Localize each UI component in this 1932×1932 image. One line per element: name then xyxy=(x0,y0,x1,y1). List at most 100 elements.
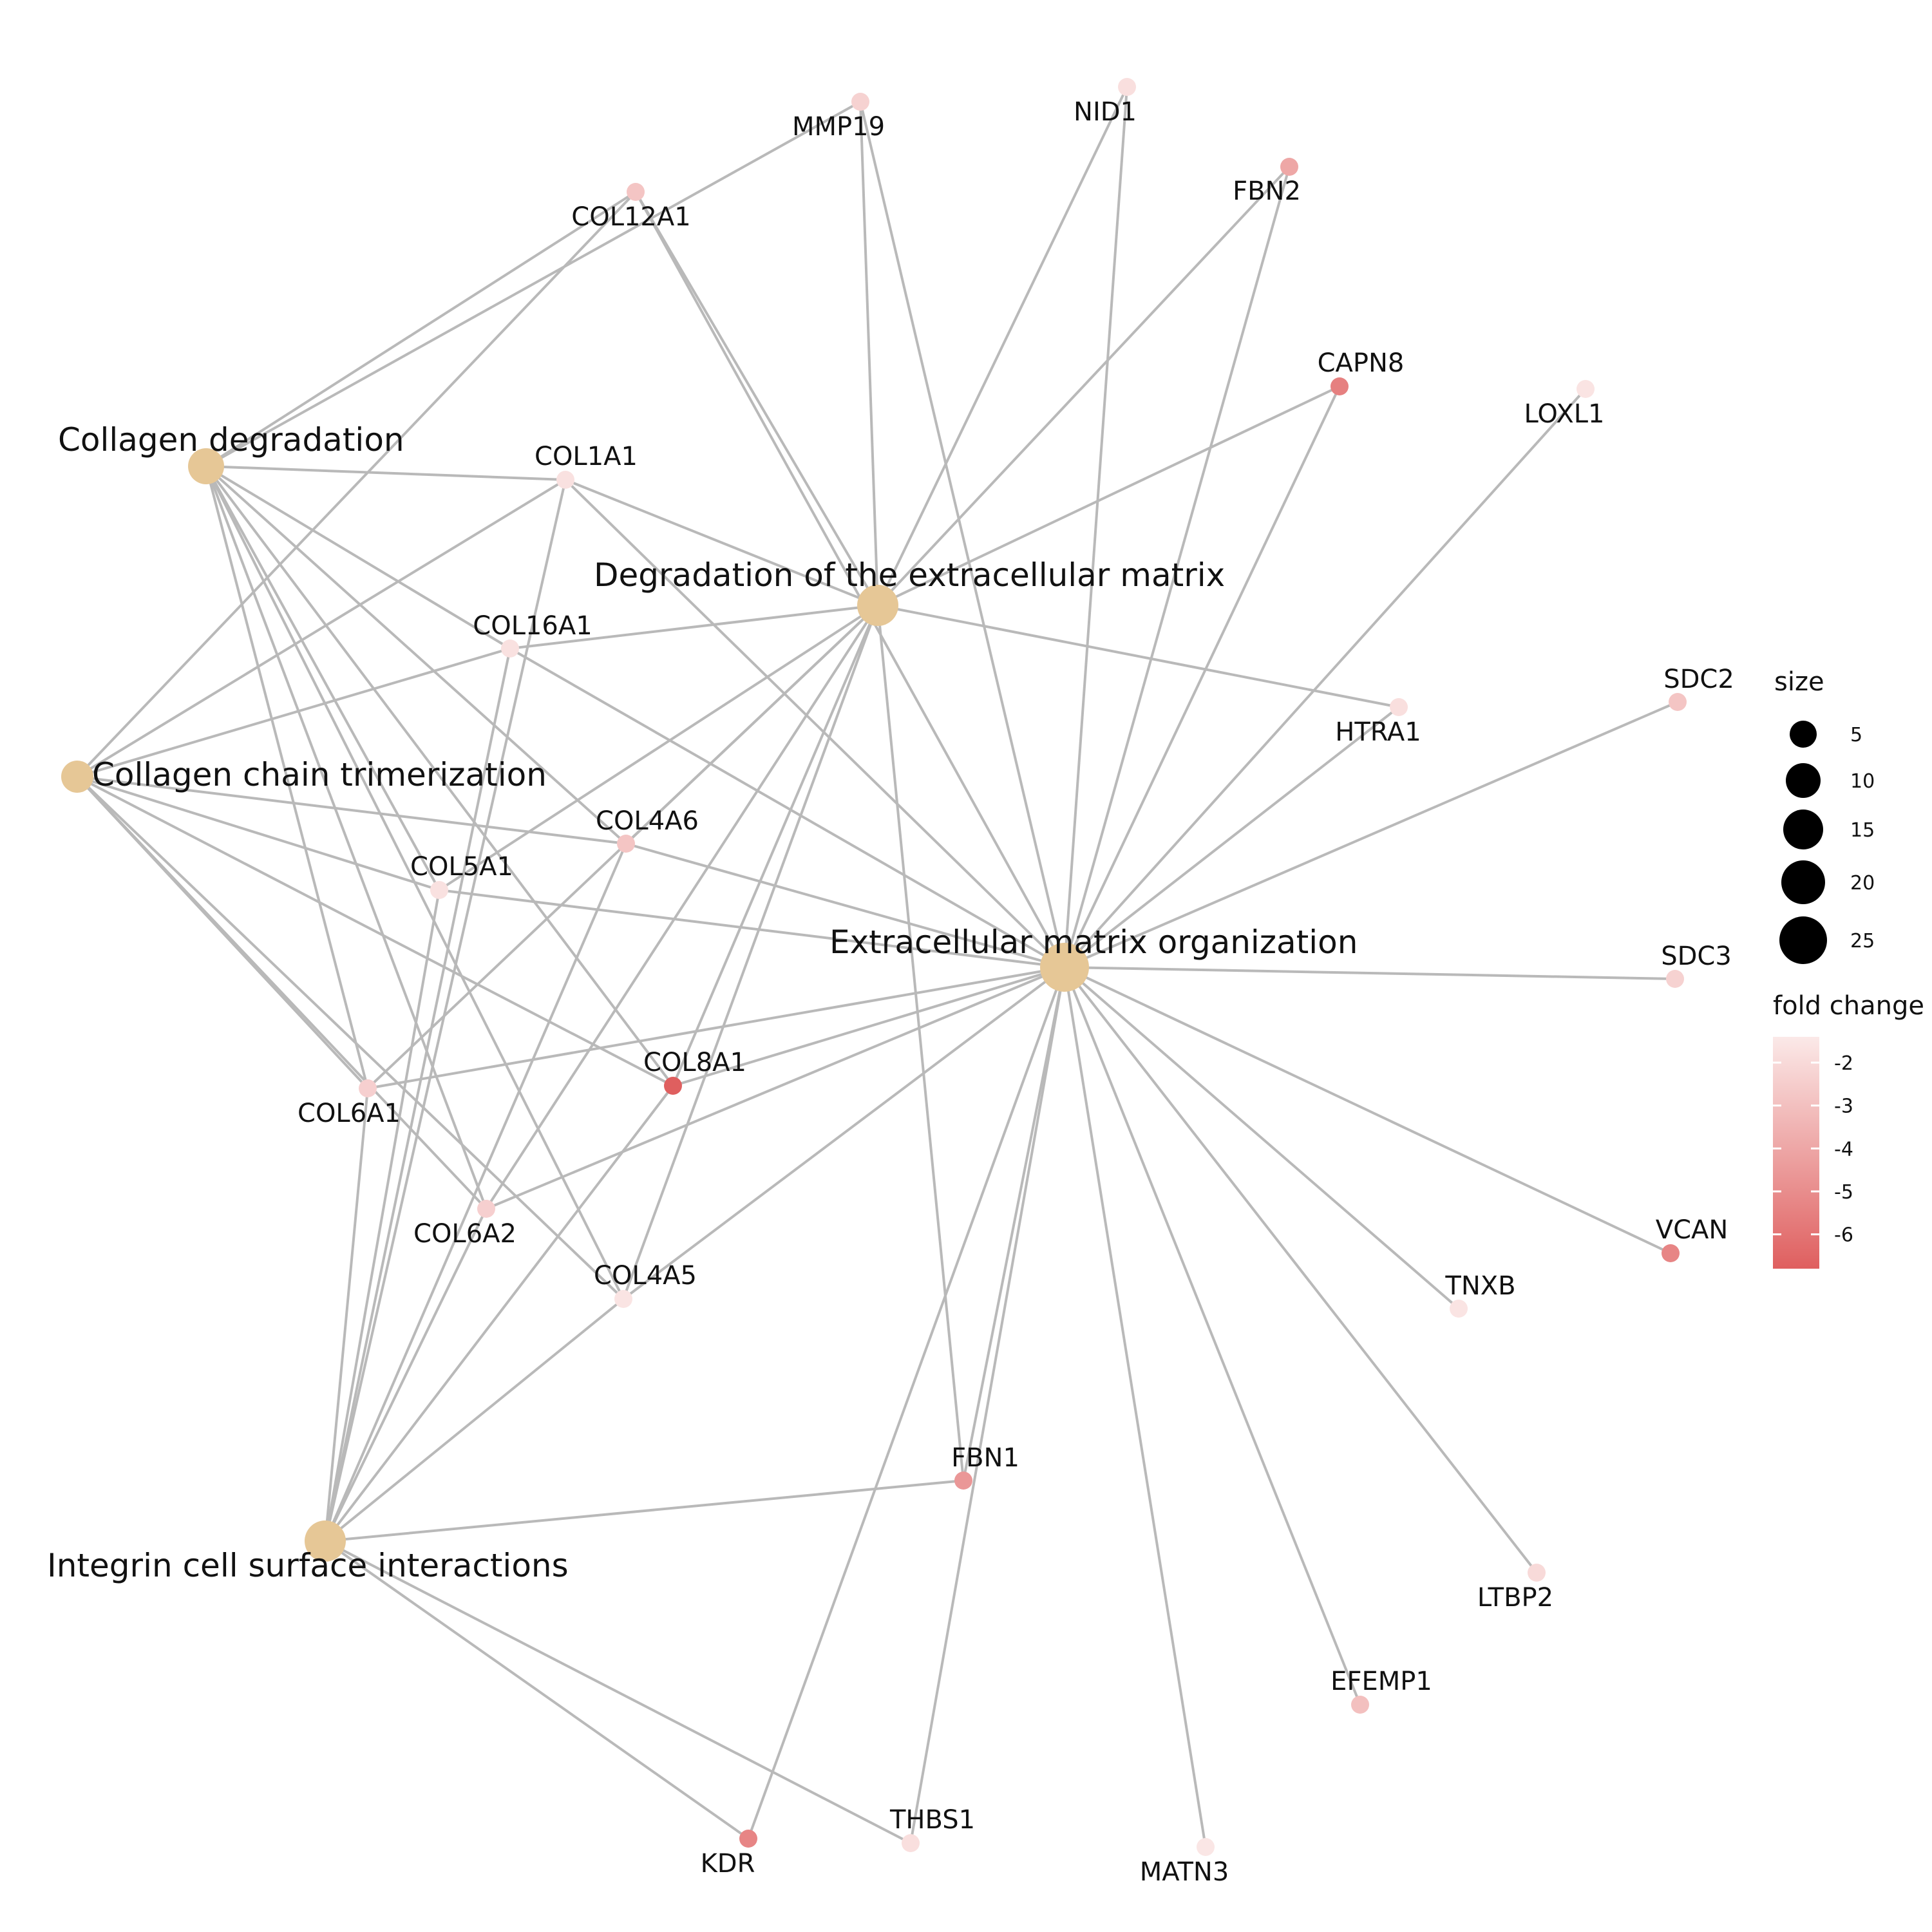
gene-node-efemp1[interactable] xyxy=(1351,1696,1369,1714)
edge-emo-CAPN8 xyxy=(1063,386,1341,968)
edge-emo-FBN2 xyxy=(1063,166,1291,968)
gene-node-matn3[interactable] xyxy=(1197,1838,1215,1856)
gene-label-efemp1: EFEMP1 xyxy=(1331,1667,1432,1696)
edge-emo-NID1 xyxy=(1063,86,1128,968)
gene-node-col1a1[interactable] xyxy=(556,471,574,489)
edge-ici-COL8A1 xyxy=(324,1084,674,1542)
edge-dem-HTRA1 xyxy=(877,604,1399,708)
color-legend-label-2: -4 xyxy=(1834,1138,1853,1160)
gene-node-col5a1[interactable] xyxy=(430,881,448,899)
gene-node-kdr[interactable] xyxy=(739,1830,757,1848)
edge-emo-MATN3 xyxy=(1063,967,1207,1848)
edge-ici-COL1A1 xyxy=(324,479,567,1542)
gene-node-tnxb[interactable] xyxy=(1450,1300,1468,1318)
edge-emo-THBS1 xyxy=(909,967,1066,1844)
edge-emo-COL16A1 xyxy=(509,647,1065,969)
size-legend-items: 5 10 15 20 25 xyxy=(1779,721,1875,964)
color-legend-label-3: -5 xyxy=(1834,1181,1853,1204)
labels-layer: MMP19 NID1 FBN2 COL12A1 CAPN8 LOXL1 COL1A1 COL1… xyxy=(47,97,1734,1887)
size-legend-label-5: 5 xyxy=(1850,724,1862,746)
edge-ici-COL6A1 xyxy=(324,1088,369,1542)
gene-label-sdc3: SDC3 xyxy=(1661,942,1732,971)
gene-node-col4a5[interactable] xyxy=(614,1290,632,1308)
size-legend-title: size xyxy=(1774,667,1824,697)
edge-ct-COL12A1 xyxy=(76,191,637,778)
gene-node-fbn2[interactable] xyxy=(1280,158,1298,176)
edge-cd-COL6A2 xyxy=(205,466,488,1209)
gene-label-vcan: VCAN xyxy=(1656,1215,1728,1245)
term-node-ct[interactable] xyxy=(61,761,93,793)
edge-ct-COL4A6 xyxy=(77,775,627,845)
edge-ici-COL5A1 xyxy=(324,889,440,1542)
color-legend-label-1: -3 xyxy=(1834,1095,1853,1118)
edge-emo-SDC3 xyxy=(1064,966,1676,980)
term-label-emo: Extracellular matrix organization xyxy=(829,923,1358,961)
gene-label-loxl1: LOXL1 xyxy=(1524,399,1605,429)
gene-node-htra1[interactable] xyxy=(1390,698,1408,716)
edge-dem-COL12A1 xyxy=(634,191,879,607)
gene-label-matn3: MATN3 xyxy=(1140,1857,1229,1887)
gene-node-col4a6[interactable] xyxy=(617,835,635,853)
term-node-cd[interactable] xyxy=(188,448,224,484)
edge-cd-COL1A1 xyxy=(205,465,566,481)
gene-node-loxl1[interactable] xyxy=(1577,380,1595,398)
edge-dem-CAPN8 xyxy=(877,385,1340,607)
gene-node-thbs1[interactable] xyxy=(902,1834,920,1852)
gene-node-col16a1[interactable] xyxy=(501,639,519,658)
color-legend-ticks: -2 -3 -4 -5 -6 xyxy=(1773,1052,1853,1247)
edge-emo-TNXB xyxy=(1063,966,1460,1310)
gene-node-ltbp2[interactable] xyxy=(1528,1564,1546,1582)
gene-label-nid1: NID1 xyxy=(1074,97,1137,127)
color-legend-title: fold change xyxy=(1773,991,1924,1021)
edge-cd-COL16A1 xyxy=(205,465,511,650)
gene-label-mmp19: MMP19 xyxy=(792,112,885,142)
gene-label-kdr: KDR xyxy=(701,1849,755,1879)
gene-node-nid1[interactable] xyxy=(1118,78,1136,96)
size-legend-dot-20 xyxy=(1781,860,1825,904)
gene-label-col5a1: COL5A1 xyxy=(410,852,513,882)
edge-ici-THBS1 xyxy=(325,1540,911,1844)
gene-node-col6a2[interactable] xyxy=(477,1200,495,1218)
gene-node-col6a1[interactable] xyxy=(359,1079,377,1097)
gene-node-sdc3[interactable] xyxy=(1666,970,1684,988)
edge-cd-COL8A1 xyxy=(205,465,674,1087)
size-legend-label-15: 15 xyxy=(1850,819,1875,842)
edge-emo-FBN1 xyxy=(962,967,1066,1481)
edge-ici-COL4A6 xyxy=(324,843,627,1542)
color-legend-label-4: -6 xyxy=(1834,1224,1853,1247)
gene-label-capn8: CAPN8 xyxy=(1318,348,1405,378)
edge-ct-COL5A1 xyxy=(77,775,440,891)
edge-dem-COL16A1 xyxy=(509,604,878,650)
size-legend-label-10: 10 xyxy=(1850,770,1875,793)
gene-label-col8a1: COL8A1 xyxy=(643,1048,746,1077)
edge-emo-VCAN xyxy=(1064,966,1671,1255)
gene-node-fbn1[interactable] xyxy=(954,1472,972,1490)
edge-ct-COL16A1 xyxy=(77,647,511,778)
size-legend-dot-10 xyxy=(1786,763,1821,798)
gene-node-col8a1[interactable] xyxy=(664,1077,682,1095)
gene-node-sdc2[interactable] xyxy=(1669,693,1687,711)
edge-cd-MMP19 xyxy=(205,100,861,468)
edge-emo-COL12A1 xyxy=(634,191,1066,968)
gene-label-col12a1: COL12A1 xyxy=(571,202,690,232)
gene-label-col4a6: COL4A6 xyxy=(596,806,699,836)
nodes-layer xyxy=(61,78,1687,1856)
gene-node-mmp19[interactable] xyxy=(851,93,869,111)
edge-ici-COL4A5 xyxy=(324,1298,625,1542)
term-node-emo[interactable] xyxy=(1040,943,1089,992)
size-legend-dot-5 xyxy=(1790,721,1817,748)
gene-node-col12a1[interactable] xyxy=(627,183,645,201)
term-node-ici[interactable] xyxy=(305,1520,346,1562)
edge-emo-HTRA1 xyxy=(1063,706,1400,969)
size-legend-label-25: 25 xyxy=(1850,930,1875,952)
term-node-dem[interactable] xyxy=(857,585,898,626)
edge-emo-LOXL1 xyxy=(1063,388,1587,969)
edge-dem-COL8A1 xyxy=(672,605,879,1086)
gene-node-vcan[interactable] xyxy=(1662,1244,1680,1262)
edge-cd-COL5A1 xyxy=(205,466,440,891)
edge-ct-COL4A5 xyxy=(76,775,625,1300)
term-label-dem: Degradation of the extracellular matrix xyxy=(594,556,1225,594)
color-legend-bar xyxy=(1773,1037,1819,1269)
gene-node-capn8[interactable] xyxy=(1331,377,1349,395)
